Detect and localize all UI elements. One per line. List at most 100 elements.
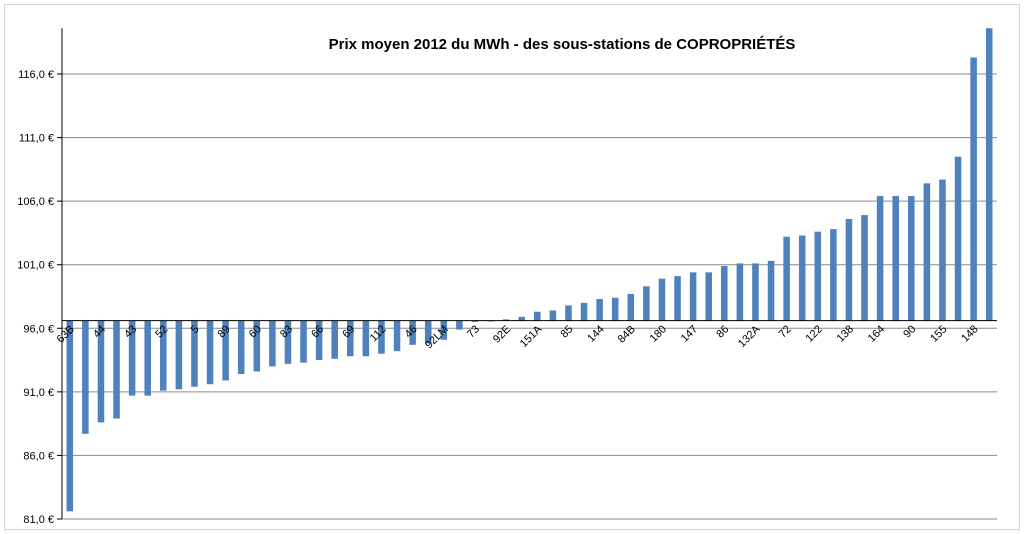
- bar: [362, 320, 370, 357]
- x-category-label: 92E: [491, 323, 513, 345]
- bar: [970, 57, 977, 321]
- bar: [144, 320, 151, 396]
- bar: [908, 196, 915, 321]
- axes: [61, 28, 997, 519]
- bar: [347, 320, 354, 357]
- bar: [315, 320, 323, 361]
- bar: [596, 299, 603, 321]
- bar: [160, 320, 167, 391]
- y-tick-label: 86,0 €: [23, 450, 54, 462]
- bar: [502, 319, 510, 321]
- x-category-label: 84B: [616, 323, 638, 345]
- x-category-label: 144: [585, 323, 606, 344]
- bar: [300, 320, 307, 363]
- bar: [549, 310, 557, 321]
- bar: [518, 316, 525, 321]
- bar: [861, 215, 868, 321]
- x-category-label: 112: [368, 323, 389, 344]
- bar: [82, 320, 89, 434]
- x-category-label: 43: [122, 323, 139, 340]
- bar: [66, 320, 74, 512]
- bar: [845, 218, 853, 321]
- y-tick-label: 91,0 €: [23, 387, 54, 399]
- bar: [674, 276, 681, 321]
- bar: [393, 320, 401, 352]
- bar: [424, 320, 432, 344]
- bar: [456, 320, 463, 330]
- bar: [222, 320, 229, 381]
- bar: [736, 263, 744, 321]
- bar: [892, 196, 899, 321]
- x-category-label: 155: [928, 323, 949, 344]
- bar: [237, 320, 245, 375]
- bar: [331, 320, 338, 359]
- bar: [830, 229, 837, 321]
- x-category-label: 138: [835, 323, 856, 344]
- x-category-label: 83: [278, 323, 295, 340]
- x-category-label: 122: [803, 323, 824, 344]
- x-category-label: 148: [959, 323, 980, 344]
- x-category-label: 164: [866, 323, 887, 344]
- y-axis-ticks: 81,0 € 86,0 € 91,0 € 96,0 € 101,0 € 106,0 € 11…: [17, 69, 62, 526]
- y-tick-label: 96,0 €: [23, 323, 54, 335]
- bar: [471, 320, 479, 322]
- x-category-label: 66: [309, 323, 326, 340]
- x-category-label: 52: [153, 323, 170, 340]
- bar: [783, 236, 790, 321]
- x-category-label: 89: [216, 323, 233, 340]
- bar: [378, 320, 385, 354]
- x-category-label: 90: [901, 323, 918, 340]
- bar: [985, 28, 993, 321]
- bar: [269, 320, 276, 367]
- bar: [611, 297, 619, 321]
- y-tick-label: 81,0 €: [23, 514, 54, 526]
- x-category-label: 147: [679, 323, 700, 344]
- x-category-label: 85: [558, 323, 575, 340]
- bar: [721, 265, 728, 321]
- bar: [627, 293, 635, 321]
- x-category-label: 132A: [736, 323, 763, 350]
- bar: [689, 272, 697, 321]
- bar: [939, 179, 946, 321]
- bar: [565, 305, 572, 321]
- bar: [284, 320, 292, 364]
- bar: [191, 320, 198, 387]
- y-tick-label: 111,0 €: [19, 133, 54, 145]
- y-tick-label: 106,0 €: [17, 196, 54, 208]
- chart-area: 81,0 € 86,0 € 91,0 € 96,0 € 101,0 € 106,0 € 11…: [4, 4, 1020, 530]
- bar: [534, 311, 541, 321]
- bar: [643, 286, 650, 321]
- x-category-label: 73: [465, 323, 482, 340]
- x-category-label: 151A: [518, 323, 545, 350]
- bar: [923, 183, 931, 321]
- x-category-label: 180: [648, 323, 669, 344]
- bar: [876, 196, 884, 321]
- bar: [798, 235, 806, 321]
- bar: [128, 320, 136, 396]
- bar: [658, 278, 666, 321]
- bar: [113, 320, 120, 419]
- bar: [752, 263, 759, 321]
- bar: [814, 231, 822, 321]
- x-category-label: 63B: [55, 323, 77, 345]
- x-category-label: 69: [340, 323, 357, 340]
- bar-chart: 81,0 € 86,0 € 91,0 € 96,0 € 101,0 € 106,0 € 11…: [17, 28, 997, 526]
- chart-title: Prix moyen 2012 du MWh - des sous-statio…: [329, 36, 796, 53]
- y-tick-label: 116,0 €: [18, 69, 54, 81]
- x-category-label: 46: [403, 323, 420, 340]
- bar: [440, 320, 448, 340]
- bars: [66, 28, 993, 512]
- gridlines: [62, 73, 997, 520]
- x-category-label: 72: [777, 323, 794, 340]
- x-category-label: 86: [714, 323, 731, 340]
- bar: [954, 156, 962, 321]
- bar: [206, 320, 214, 385]
- bar: [409, 320, 416, 345]
- bar: [767, 260, 775, 321]
- x-category-label: 60: [247, 323, 264, 340]
- bar: [253, 320, 261, 372]
- bar: [580, 302, 588, 321]
- bar: [175, 320, 183, 390]
- y-tick-label: 101,0 €: [17, 260, 54, 272]
